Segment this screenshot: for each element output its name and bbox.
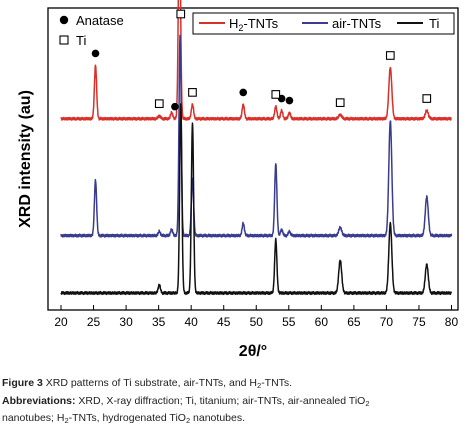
x-tick-label: 70 bbox=[380, 315, 394, 329]
marker-legend: Anatase Ti bbox=[59, 13, 124, 48]
anatase-marker bbox=[171, 102, 179, 111]
abbreviations-sub-2: 2 bbox=[64, 416, 69, 425]
marker-layer bbox=[91, 9, 432, 111]
x-tick-label: 60 bbox=[315, 315, 329, 329]
x-tick-label: 55 bbox=[282, 315, 296, 329]
caption-text-end: -TNTs. bbox=[261, 377, 293, 389]
series-line-air-tnts bbox=[60, 34, 453, 238]
ti-marker bbox=[385, 51, 395, 60]
legend-label-ti: Ti bbox=[429, 16, 439, 31]
legend-label-h2-tnts: H2-TNTs bbox=[229, 16, 279, 33]
x-tick-label: 80 bbox=[445, 315, 459, 329]
ti-marker bbox=[176, 9, 186, 19]
x-tick-label: 40 bbox=[184, 315, 198, 329]
abbreviations-sub-1: 2 bbox=[365, 398, 370, 408]
series-layer bbox=[60, 0, 453, 296]
caption-line: Figure 3 XRD patterns of Ti substrate, a… bbox=[2, 376, 472, 394]
x-tick-label: 20 bbox=[54, 315, 68, 329]
xrd-chart: 20 25 30 35 40 45 50 55 60 65 70 75 80 XRD intensity… bbox=[17, 0, 459, 360]
x-axis-label: 2θ/° bbox=[239, 343, 267, 360]
x-tick-label: 50 bbox=[250, 315, 264, 329]
abbreviations-text-4: nanotubes. bbox=[190, 412, 246, 424]
ti-marker bbox=[154, 99, 164, 109]
anatase-legend-label: Anatase bbox=[76, 13, 124, 28]
x-tick-label: 35 bbox=[152, 315, 166, 329]
abbreviations-text-3: -TNTs, hydrogenated TiO bbox=[68, 412, 186, 424]
x-axis-ticks: 20 25 30 35 40 45 50 55 60 65 70 75 80 bbox=[54, 305, 458, 329]
x-tick-label: 65 bbox=[347, 315, 361, 329]
series-line-ti bbox=[60, 103, 452, 296]
abbreviations-text-1: XRD, X-ray diffraction; Ti, titanium; ai… bbox=[75, 394, 366, 407]
abbreviations-line: Abbreviations: XRD, X-ray diffraction; T… bbox=[2, 394, 472, 412]
figure-caption: Figure 3 XRD patterns of Ti substrate, a… bbox=[2, 376, 472, 429]
x-tick-label: 45 bbox=[217, 315, 231, 329]
ti-legend-label: Ti bbox=[76, 33, 86, 48]
abbreviations-text-2: nanotubes; H bbox=[2, 412, 65, 424]
ti-marker bbox=[422, 94, 432, 103]
caption-text: XRD patterns of Ti substrate, air-TNTs, … bbox=[42, 377, 258, 389]
ti-marker bbox=[335, 98, 345, 107]
ti-marker bbox=[188, 88, 197, 97]
ti-marker bbox=[271, 90, 281, 99]
anatase-marker bbox=[285, 96, 294, 105]
anatase-marker bbox=[239, 88, 248, 97]
y-axis-label: XRD intensity (au) bbox=[17, 90, 34, 228]
plot-frame bbox=[47, 7, 459, 311]
x-tick-label: 25 bbox=[87, 315, 101, 329]
series-legend: H2-TNTs air-TNTs Ti bbox=[192, 12, 455, 35]
series-line-h2-tnts bbox=[60, 0, 452, 121]
caption-subscript: 2 bbox=[257, 381, 262, 390]
figure-label: Figure 3 bbox=[2, 377, 43, 389]
x-tick-label: 30 bbox=[119, 315, 133, 329]
ti-legend-symbol bbox=[59, 35, 69, 45]
abbreviations-sub-3: 2 bbox=[185, 416, 191, 425]
anatase-legend-symbol bbox=[59, 15, 69, 25]
legend-label-air-tnts: air-TNTs bbox=[332, 16, 382, 31]
abbreviations-label: Abbreviations: bbox=[2, 394, 76, 407]
abbreviations-line-2: nanotubes; H2-TNTs, hydrogenated TiO2 na… bbox=[2, 411, 472, 429]
x-tick-label: 75 bbox=[412, 315, 426, 329]
anatase-marker bbox=[91, 49, 100, 58]
